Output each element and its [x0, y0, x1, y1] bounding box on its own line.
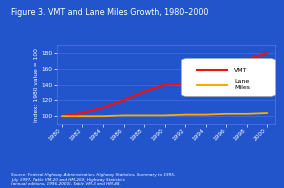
Text: Lane
Miles: Lane Miles	[234, 79, 250, 90]
Text: VMT: VMT	[234, 68, 247, 73]
FancyBboxPatch shape	[181, 58, 275, 96]
Text: Source: Federal Highway Administration, Highway Statistics, Summary to 1995,
Jul: Source: Federal Highway Administration, …	[11, 173, 176, 186]
Text: Figure 3. VMT and Lane Miles Growth, 1980–2000: Figure 3. VMT and Lane Miles Growth, 198…	[11, 8, 209, 17]
Y-axis label: Index: 1980 value = 100: Index: 1980 value = 100	[34, 48, 39, 121]
